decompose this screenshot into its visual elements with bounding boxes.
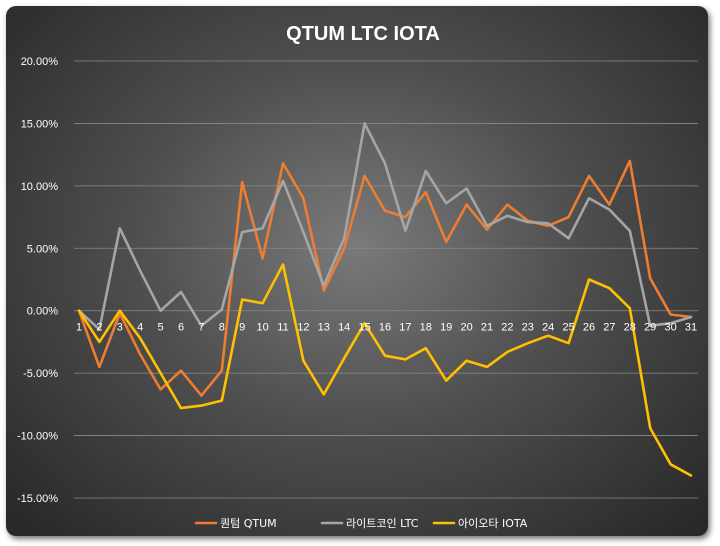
- x-tick-label: 31: [685, 322, 697, 334]
- x-tick-label: 28: [624, 322, 636, 334]
- x-tick-label: 14: [338, 322, 350, 334]
- x-tick-label: 3: [117, 322, 123, 334]
- x-tick-label: 2: [96, 322, 102, 334]
- chart-frame: QTUM LTC IOTA 20.00% 15.00% 10.00% 5.00% 0.0…: [6, 6, 708, 536]
- y-tick-label: 5.00%: [27, 243, 58, 255]
- x-tick-label: 21: [481, 322, 493, 334]
- x-tick-label: 18: [420, 322, 432, 334]
- x-tick-label: 17: [399, 322, 411, 334]
- x-tick-label: 19: [440, 322, 452, 334]
- x-tick-label: 29: [644, 322, 656, 334]
- x-tick-label: 1: [76, 322, 82, 334]
- x-tick-label: 30: [664, 322, 676, 334]
- x-tick-label: 26: [583, 322, 595, 334]
- x-tick-label: 12: [297, 322, 309, 334]
- x-tick-label: 8: [219, 322, 225, 334]
- y-tick-label: -10.00%: [17, 431, 58, 443]
- y-tick-label: 0.00%: [27, 306, 58, 318]
- x-tick-label: 7: [198, 322, 204, 334]
- x-tick-label: 10: [256, 322, 268, 334]
- legend-label: 아이오타 IOTA: [458, 517, 528, 530]
- gridlines: [74, 60, 698, 499]
- y-tick-label: -5.00%: [23, 368, 58, 380]
- x-tick-label: 15: [358, 322, 370, 334]
- legend-label: 퀀텀 QTUM: [220, 517, 277, 530]
- y-tick-label: 10.00%: [21, 181, 59, 193]
- x-tick-label: 23: [522, 322, 534, 334]
- x-tick-label: 22: [501, 322, 513, 334]
- x-tick-label: 4: [137, 322, 143, 334]
- x-tick-label: 25: [562, 322, 574, 334]
- x-tick-label: 6: [178, 322, 184, 334]
- x-tick-label: 9: [239, 322, 245, 334]
- y-tick-label: 15.00%: [21, 118, 59, 130]
- y-tick-label: 20.00%: [21, 56, 59, 68]
- y-tick-label: -15.00%: [17, 493, 58, 505]
- legend: 퀀텀 QTUM 라이트코인 LTC 아이오타 IOTA: [194, 517, 528, 530]
- x-tick-label: 5: [158, 322, 164, 334]
- series-line: [77, 159, 693, 397]
- series-lines: [77, 122, 693, 477]
- x-tick-label: 16: [379, 322, 391, 334]
- chart-title: QTUM LTC IOTA: [286, 23, 440, 45]
- x-tick-label: 13: [318, 322, 330, 334]
- x-tick-label: 11: [277, 322, 288, 334]
- x-tick-label: 24: [542, 322, 554, 334]
- x-tick-label: 20: [460, 322, 472, 334]
- legend-label: 라이트코인 LTC: [346, 517, 419, 530]
- series-line: [77, 263, 693, 477]
- x-tick-label: 27: [603, 322, 615, 334]
- x-axis-ticks: 1 2 3 4 5 6 7 8 9 10 11 12 13 14 15 16 17 18 19 20 21 22 23 24 2…: [76, 322, 697, 334]
- y-axis-ticks: 20.00% 15.00% 10.00% 5.00% 0.00% -5.00% -10.00…: [17, 56, 58, 505]
- series-line: [77, 122, 693, 331]
- line-chart: QTUM LTC IOTA 20.00% 15.00% 10.00% 5.00% 0.0…: [17, 23, 698, 530]
